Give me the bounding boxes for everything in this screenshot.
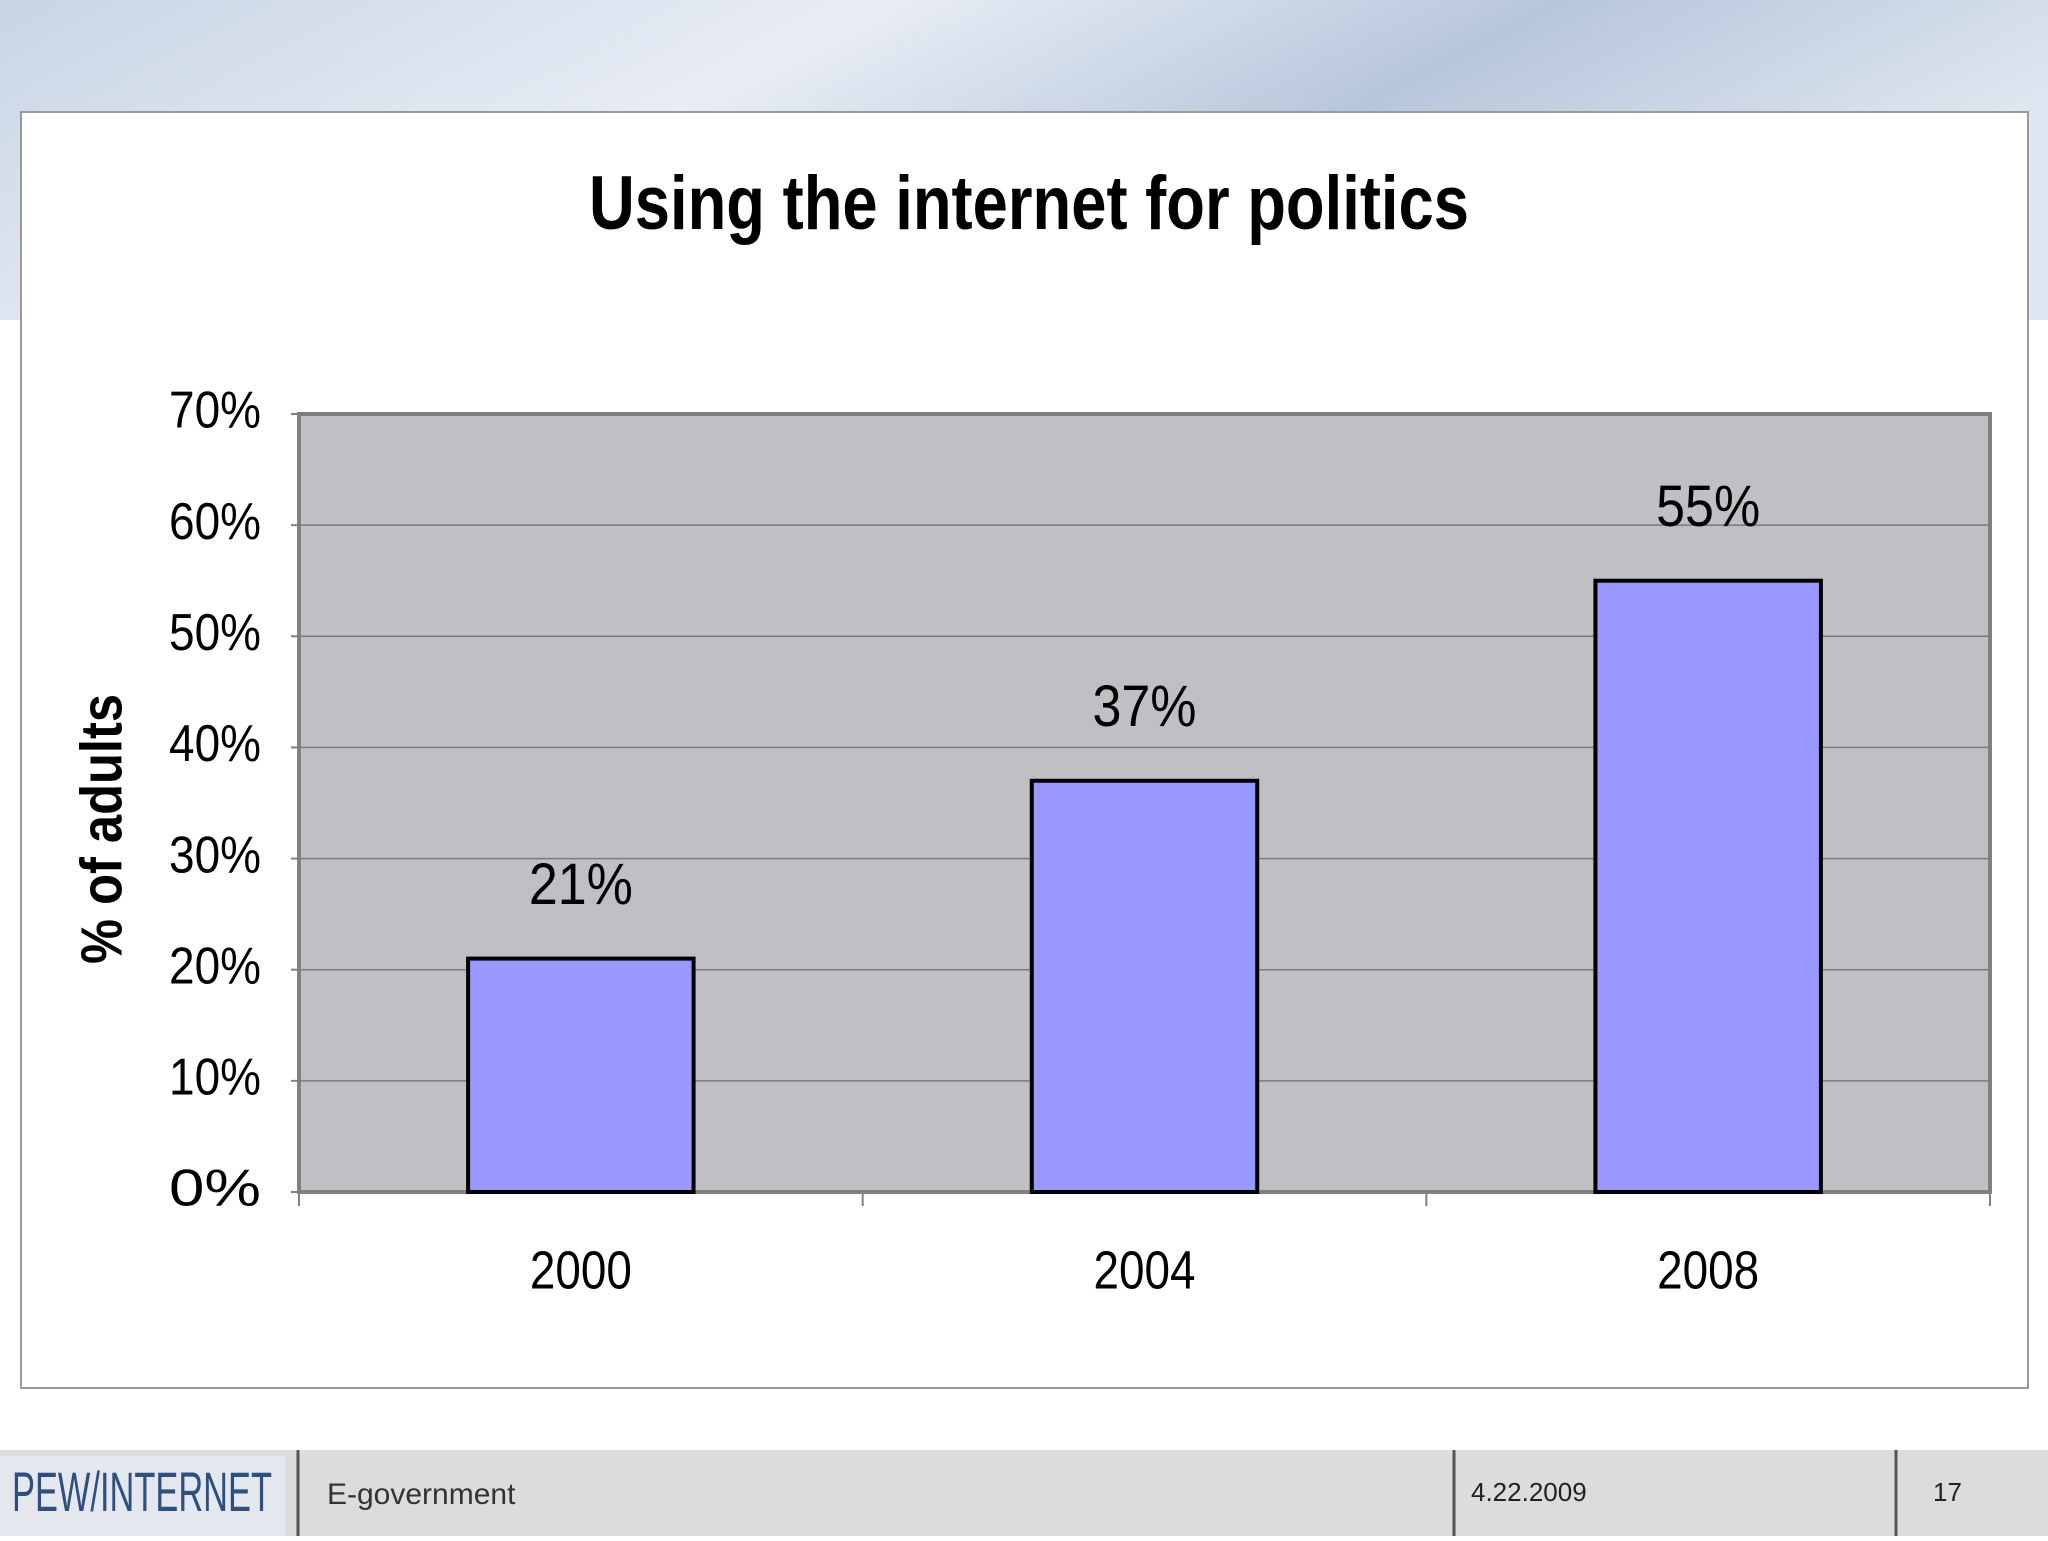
y-axis-label: % of adults [69,694,134,964]
y-tick-label: 30% [169,826,261,884]
footer-page: 17 [1933,1477,1962,1507]
logo: PEW/INTERNET [12,1460,272,1523]
bar [1593,578,1823,1194]
x-tick-label: 2004 [1094,1240,1196,1300]
y-tick-label: 0% [169,1160,261,1218]
footer-bar [0,1450,2048,1536]
footer-topic: E-government [327,1478,516,1511]
logo-box [0,1456,285,1536]
bar [1029,778,1260,1194]
y-tick-label: 10% [169,1049,261,1107]
y-tick-label: 70% [169,382,261,440]
footer-date: 4.22.2009 [1471,1477,1587,1507]
data-label: 37% [1093,674,1197,739]
y-tick-label: 40% [169,715,261,773]
data-label: 21% [529,852,633,917]
chart-title: Using the internet for politics [589,161,1469,246]
y-tick-label: 60% [169,493,261,551]
plot-area: 0% 10% 20% 30% 40% 50% 60% 70% 2000 21% 2004 37% 200… [169,382,1992,1300]
x-tick-label: 2008 [1657,1240,1759,1300]
y-tick-label: 50% [169,604,261,662]
x-tick-label: 2000 [530,1240,632,1300]
y-tick-label: 20% [169,937,261,995]
bar [466,956,696,1194]
data-label: 55% [1656,474,1760,539]
